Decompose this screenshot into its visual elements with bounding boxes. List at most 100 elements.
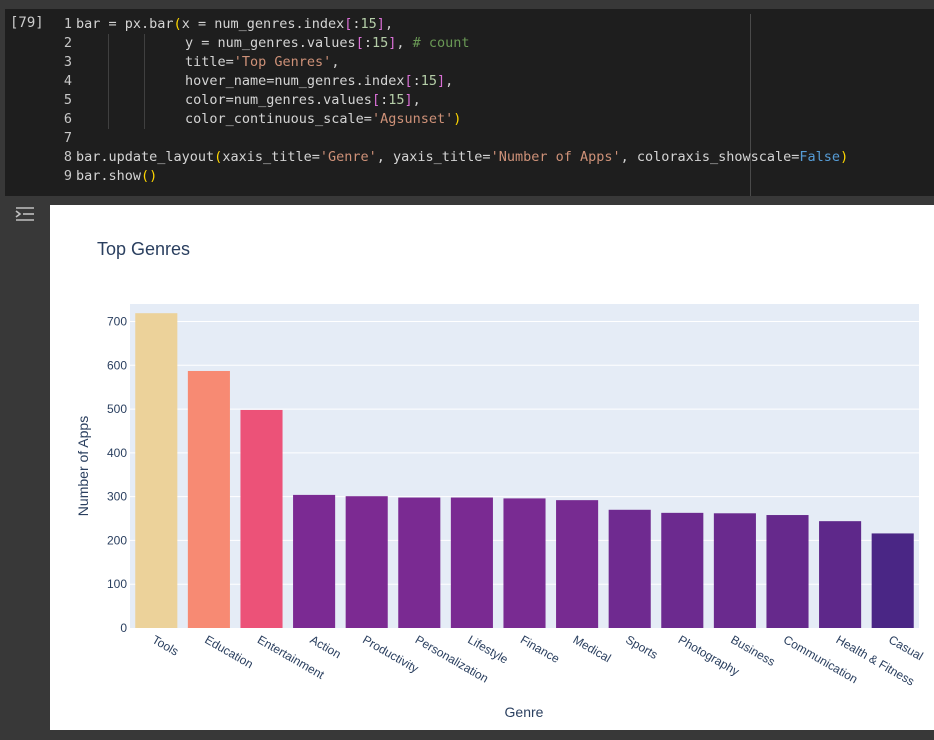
y-tick-label: 500	[107, 402, 127, 416]
code-line-4: hover_name=num_genres.index[:15],	[185, 72, 453, 91]
code-token: hover_name=num_genres.index	[185, 73, 405, 89]
bar[interactable]	[713, 513, 756, 628]
code-token: ,	[384, 16, 394, 32]
line-number: 9	[63, 168, 72, 184]
code-token: xaxis_title=	[222, 149, 320, 165]
y-tick-label: 200	[107, 533, 127, 547]
code-token: title=	[185, 54, 234, 70]
bar[interactable]	[293, 494, 336, 628]
code-editor[interactable]	[5, 9, 934, 196]
code-token: ,	[412, 92, 421, 108]
code-line-6: color_continuous_scale='Agsunset')	[185, 110, 461, 129]
code-token: bar.show	[76, 168, 142, 184]
bar[interactable]	[345, 496, 388, 628]
code-string: 'Top Genres'	[233, 54, 332, 70]
indent-guide	[108, 34, 109, 129]
code-cell[interactable]: [79] 1 2 3 4 5 6 7 8 9 bar = px.bar(x = …	[0, 0, 934, 198]
bar[interactable]	[240, 409, 283, 628]
code-token: ]	[437, 73, 446, 89]
bar[interactable]	[608, 509, 651, 628]
code-token: bar = px.bar	[76, 16, 174, 32]
code-token: 15	[371, 35, 389, 51]
code-token: :	[412, 73, 421, 89]
x-tick-label: Education	[202, 632, 255, 671]
code-string: 'Agsunset'	[371, 111, 454, 127]
chart-title: Top Genres	[97, 239, 190, 259]
code-token: )	[840, 149, 849, 165]
bar[interactable]	[766, 515, 809, 628]
code-token: ,	[331, 54, 340, 70]
code-token: 15	[388, 92, 405, 108]
line-number: 7	[63, 130, 72, 146]
code-token: ,	[445, 73, 454, 89]
line-number: 2	[63, 35, 72, 51]
code-token: :	[352, 16, 361, 32]
code-string: 'Number of Apps'	[490, 149, 621, 165]
output-gutter	[0, 198, 50, 740]
code-token: [	[404, 73, 413, 89]
code-token: x = num_genres.index	[181, 16, 345, 32]
code-token: [	[355, 35, 364, 51]
y-tick-label: 100	[107, 577, 127, 591]
line-number: 4	[63, 73, 72, 89]
x-tick-label: Casual	[886, 632, 925, 663]
code-token: ]	[388, 35, 397, 51]
code-token: [	[371, 92, 381, 108]
y-tick-label: 600	[107, 358, 127, 372]
code-line-1: bar = px.bar(x = num_genres.index[:15],	[76, 15, 393, 34]
line-number: 3	[63, 54, 72, 70]
y-tick-label: 700	[107, 315, 127, 329]
code-keyword: False	[799, 149, 841, 165]
code-string: 'Genre'	[319, 149, 377, 165]
plot-output[interactable]: Top Genres 0 100 200 300 400 500 600 700 Tools E…	[50, 205, 934, 730]
code-line-5: color=num_genres.values[:15],	[185, 91, 421, 110]
x-tick-label: Productivity	[360, 632, 421, 675]
execution-count: [79]	[10, 15, 44, 31]
code-line-8: bar.update_layout(xaxis_title='Genre', y…	[76, 148, 848, 167]
code-token: color_continuous_scale=	[185, 111, 372, 127]
code-token: )	[453, 111, 462, 127]
bar[interactable]	[135, 313, 178, 628]
code-comment: # count	[412, 35, 470, 51]
code-token: :	[380, 92, 389, 108]
y-tick-label: 400	[107, 446, 127, 460]
code-token: ,	[396, 35, 413, 51]
code-token: color=num_genres.values	[185, 92, 372, 108]
y-axis-title: Number of Apps	[75, 416, 91, 516]
code-token: 15	[360, 16, 377, 32]
x-tick-label: Tools	[150, 632, 181, 658]
code-token: ]	[376, 16, 385, 32]
code-token: ()	[141, 168, 158, 184]
x-tick-label: Sports	[623, 632, 660, 661]
line-number: 1	[63, 16, 72, 32]
code-line-3: title='Top Genres',	[185, 53, 339, 72]
bar-chart[interactable]: Top Genres 0 100 200 300 400 500 600 700 Tools E…	[50, 205, 934, 730]
bar[interactable]	[819, 521, 862, 628]
code-token: :	[363, 35, 372, 51]
bar[interactable]	[398, 497, 441, 628]
bottom-strip	[0, 730, 934, 740]
code-token: 15	[420, 73, 437, 89]
x-axis-title: Genre	[505, 704, 544, 720]
code-line-2: y = num_genres.values[:15], # count	[185, 34, 470, 53]
bar[interactable]	[503, 498, 546, 628]
code-token: (	[214, 149, 223, 165]
output-collapse-icon[interactable]	[14, 204, 36, 224]
x-tick-label: Medical	[571, 632, 614, 665]
code-token: , coloraxis_showscale=	[620, 149, 800, 165]
bar[interactable]	[450, 497, 493, 628]
bar[interactable]	[556, 500, 599, 628]
bar[interactable]	[871, 533, 914, 628]
x-tick-label: Finance	[518, 632, 562, 666]
code-token: bar.update_layout	[76, 149, 215, 165]
y-tick-label: 300	[107, 490, 127, 504]
code-token: ]	[404, 92, 413, 108]
bar[interactable]	[661, 512, 704, 628]
code-token: y = num_genres.values	[185, 35, 356, 51]
code-token: (	[173, 16, 182, 32]
column-ruler	[750, 14, 751, 196]
indent-guide	[144, 34, 145, 129]
line-number: 5	[63, 92, 72, 108]
x-tick-label: Action	[308, 632, 344, 661]
bar[interactable]	[187, 370, 230, 628]
